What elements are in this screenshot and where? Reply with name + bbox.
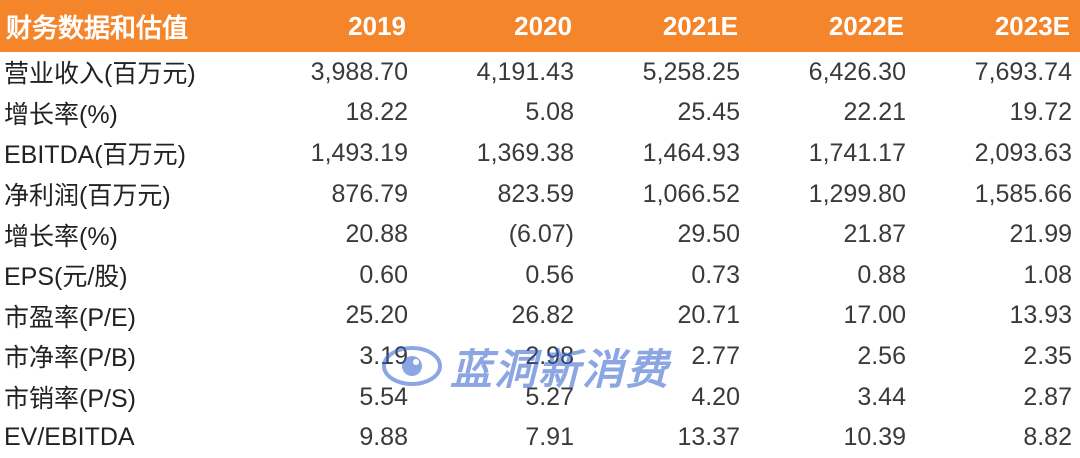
table-row: EBITDA(百万元) 1,493.19 1,369.38 1,464.93 1,741… [0,133,1080,174]
row-label-cell: 增长率(%) [4,100,118,129]
value-cell: 1,585.66 [974,179,1072,208]
value-cell: 2.77 [691,341,740,370]
value-cell: 10.39 [843,423,906,452]
value-cell: 823.59 [497,179,574,208]
value-cell: 5.54 [359,382,408,411]
header-cell-label: 财务数据和估值 [6,12,189,43]
value-cell: 0.73 [691,260,740,289]
value-cell: 7.91 [525,423,574,452]
table-row: 市净率(P/B) 3.19 2.98 2.77 2.56 2.35 [0,336,1080,377]
value-cell: 7,693.74 [974,57,1072,86]
header-cell-year: 2023E [994,10,1070,41]
value-cell: 2.87 [1023,382,1072,411]
value-cell: 5.27 [525,382,574,411]
value-cell: 17.00 [843,301,906,330]
value-cell: 876.79 [331,179,408,208]
value-cell: 22.21 [843,98,906,127]
header-cell-year: 2021E [662,10,738,41]
value-cell: 26.82 [511,301,574,330]
header-cell-year: 2019 [348,10,406,41]
value-cell: 4,191.43 [476,57,574,86]
value-cell: 1,369.38 [476,138,574,167]
row-label-cell: 市净率(P/B) [4,344,136,373]
value-cell: 13.93 [1009,301,1072,330]
value-cell: 0.56 [525,260,574,289]
value-cell: 0.60 [359,260,408,289]
value-cell: 1.08 [1023,260,1072,289]
value-cell: 0.88 [857,260,906,289]
value-cell: 2,093.63 [974,138,1072,167]
row-label-cell: 市销率(P/S) [4,385,136,414]
row-label-cell: EV/EBITDA [4,423,135,452]
table-row: EPS(元/股) 0.60 0.56 0.73 0.88 1.08 [0,255,1080,296]
header-cell-year: 2022E [828,10,904,41]
value-cell: 2.35 [1023,341,1072,370]
value-cell: 9.88 [359,423,408,452]
value-cell: 1,299.80 [808,179,906,208]
row-label-cell: 净利润(百万元) [4,182,171,211]
value-cell: 8.82 [1023,423,1072,452]
value-cell: 4.20 [691,382,740,411]
value-cell: 19.72 [1009,98,1072,127]
value-cell: 1,464.93 [642,138,740,167]
table-header: 财务数据和估值 2019 2020 2021E 2022E 2023E [0,0,1080,52]
row-label-cell: 市盈率(P/E) [4,303,136,332]
value-cell: 3.44 [857,382,906,411]
value-cell: 5.08 [525,98,574,127]
value-cell: 25.45 [677,98,740,127]
value-cell: 20.71 [677,301,740,330]
table-row: 净利润(百万元) 876.79 823.59 1,066.52 1,299.80 1,58… [0,174,1080,215]
value-cell: 13.37 [677,423,740,452]
table-row: 营业收入(百万元) 3,988.70 4,191.43 5,258.25 6,426.3… [0,52,1080,93]
table-row: 增长率(%) 20.88 (6.07) 29.50 21.87 21.99 [0,214,1080,255]
table-body: 营业收入(百万元) 3,988.70 4,191.43 5,258.25 6,426.3… [0,52,1080,458]
value-cell: 3.19 [359,341,408,370]
row-label-cell: 营业收入(百万元) [4,60,196,89]
row-label-cell: EPS(元/股) [4,263,128,292]
value-cell: 2.98 [525,341,574,370]
header-row: 财务数据和估值 2019 2020 2021E 2022E 2023E [0,0,1080,52]
row-label-cell: 增长率(%) [4,222,118,251]
value-cell: 1,066.52 [642,179,740,208]
value-cell: 1,493.19 [310,138,408,167]
row-label-cell: EBITDA(百万元) [4,141,186,170]
value-cell: 3,988.70 [310,57,408,86]
value-cell: 25.20 [345,301,408,330]
value-cell: 5,258.25 [642,57,740,86]
value-cell: 2.56 [857,341,906,370]
value-cell: 21.99 [1009,220,1072,249]
value-cell: 20.88 [345,220,408,249]
table-row: 增长率(%) 18.22 5.08 25.45 22.21 19.72 [0,93,1080,134]
value-cell: 21.87 [843,220,906,249]
value-cell: 29.50 [677,220,740,249]
table-row: 市销率(P/S) 5.54 5.27 4.20 3.44 2.87 [0,377,1080,418]
value-cell: 18.22 [345,98,408,127]
table-row: EV/EBITDA 9.88 7.91 13.37 10.39 8.82 [0,417,1080,458]
value-cell: 6,426.30 [808,57,906,86]
value-cell: (6.07) [508,220,574,249]
table-row: 市盈率(P/E) 25.20 26.82 20.71 17.00 13.93 [0,296,1080,337]
value-cell: 1,741.17 [808,138,906,167]
header-cell-year: 2020 [514,10,572,41]
